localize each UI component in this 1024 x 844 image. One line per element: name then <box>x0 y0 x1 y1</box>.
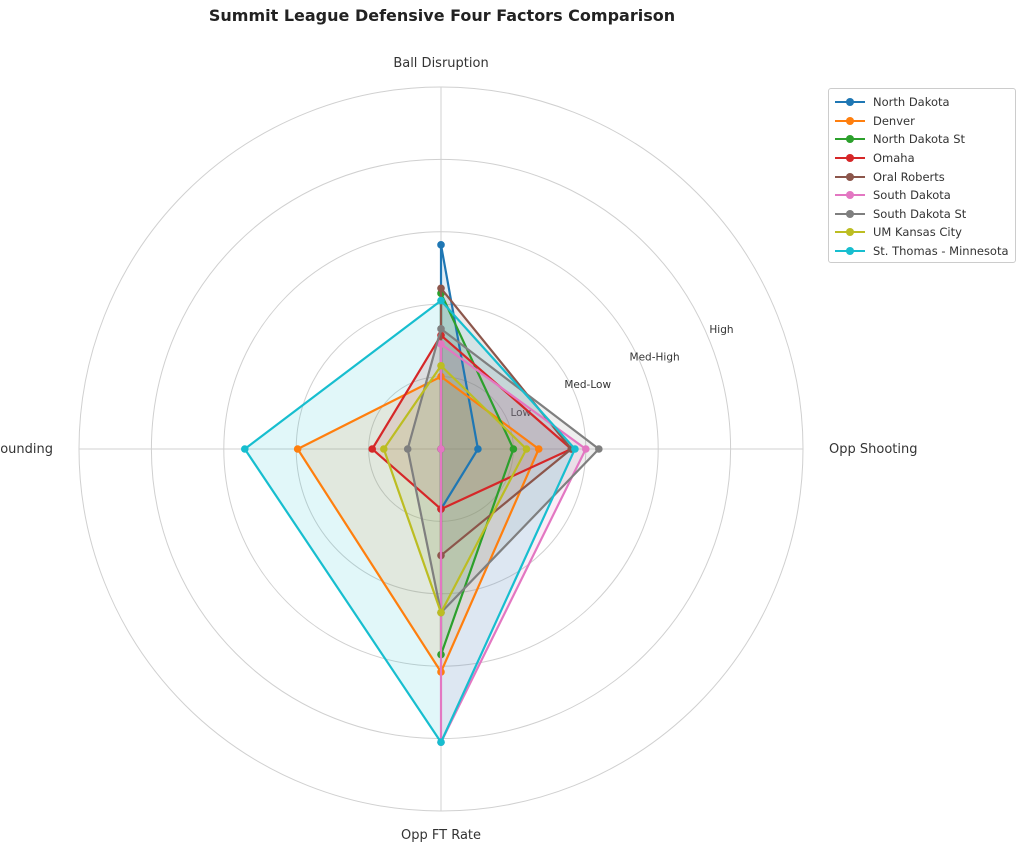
legend-swatch <box>835 208 865 220</box>
data-point <box>437 241 445 249</box>
legend-label: Denver <box>873 113 915 128</box>
data-point <box>437 296 445 305</box>
axis-label: Opp FT Rate <box>401 828 481 843</box>
data-point <box>437 445 445 453</box>
data-point <box>437 284 445 293</box>
legend-label: South Dakota St <box>873 206 967 221</box>
axis-label: Opp Shooting <box>829 442 917 457</box>
axis-label: Def Rebounding <box>0 442 53 457</box>
radial-tick-label: High <box>709 324 733 336</box>
legend-label: St. Thomas - Minnesota <box>873 244 1009 259</box>
legend-item: South Dakota St <box>829 205 1015 224</box>
data-point <box>380 445 388 453</box>
legend-swatch <box>835 226 865 238</box>
legend-swatch <box>835 171 865 183</box>
series-fill <box>407 328 599 613</box>
data-point <box>437 738 445 747</box>
legend-item: North Dakota St <box>829 130 1015 149</box>
data-point <box>293 445 302 453</box>
legend-swatch <box>835 152 865 164</box>
legend-swatch <box>835 133 865 145</box>
radial-tick-label: Med-High <box>630 352 680 364</box>
data-point <box>595 445 603 453</box>
legend-label: North Dakota <box>873 95 950 110</box>
data-point <box>368 445 377 453</box>
data-point <box>437 340 445 348</box>
legend-item: South Dakota <box>829 186 1015 205</box>
series-fill <box>441 288 572 556</box>
legend-item: Denver <box>829 112 1015 131</box>
data-point <box>403 445 412 453</box>
legend: North Dakota Denver North Dakota St Omaha Or… <box>828 88 1016 264</box>
data-point <box>437 325 445 333</box>
data-point <box>474 445 482 453</box>
legend-item: UM Kansas City <box>829 223 1015 242</box>
axis-label: Ball Disruption <box>393 56 488 71</box>
legend-label: South Dakota <box>873 188 951 203</box>
legend-item: Omaha <box>829 149 1015 168</box>
data-point <box>437 608 445 617</box>
data-point <box>571 445 579 453</box>
data-point <box>522 445 531 453</box>
legend-label: Omaha <box>873 151 915 166</box>
legend-label: North Dakota St <box>873 132 966 147</box>
data-point <box>582 445 590 453</box>
data-point <box>534 445 543 453</box>
chart-title: Summit League Defensive Four Factors Com… <box>208 6 676 25</box>
legend-swatch <box>835 96 865 108</box>
legend-swatch <box>835 189 865 201</box>
legend-item: Oral Roberts <box>829 167 1015 186</box>
data-point <box>437 361 445 370</box>
legend-label: UM Kansas City <box>873 225 962 240</box>
legend-item: North Dakota <box>829 93 1015 112</box>
legend-swatch <box>835 115 865 127</box>
legend-swatch <box>835 245 865 257</box>
data-point <box>240 445 249 453</box>
data-point <box>509 445 518 453</box>
legend-label: Oral Roberts <box>873 169 945 184</box>
series-fill <box>372 335 572 510</box>
legend-item: St. Thomas - Minnesota <box>829 242 1015 261</box>
radial-tick-label: Med-Low <box>564 379 611 391</box>
